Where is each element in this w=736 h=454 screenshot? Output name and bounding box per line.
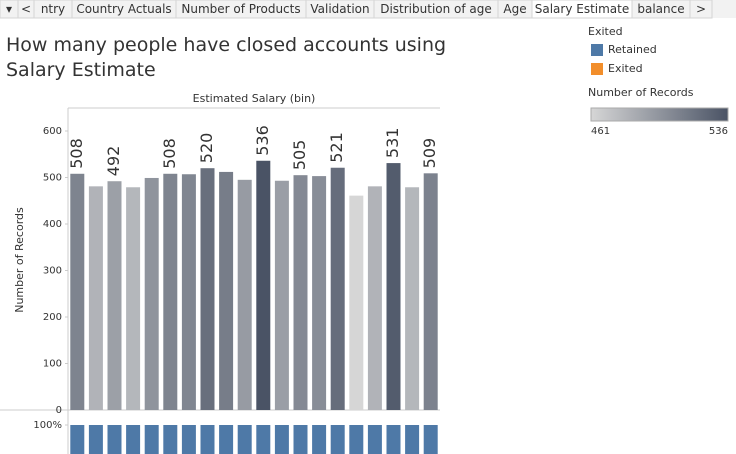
- bar: [200, 168, 215, 410]
- bar: [274, 180, 289, 410]
- y-tick-label: 400: [43, 219, 62, 230]
- pct-bar: [219, 425, 234, 454]
- tab-label[interactable]: >: [696, 2, 706, 16]
- value-label: 520: [197, 133, 216, 164]
- color-legend-title: Number of Records: [588, 86, 694, 99]
- bar: [256, 160, 271, 410]
- bar: [144, 177, 159, 410]
- legend-swatch: [591, 63, 603, 75]
- value-label: 531: [383, 128, 402, 159]
- pct-bar: [144, 425, 159, 454]
- tab-label[interactable]: Distribution of age: [380, 2, 492, 16]
- y-tick-label: 500: [43, 173, 62, 184]
- tab[interactable]: [689, 0, 713, 19]
- y-tick-label: 600: [43, 126, 62, 137]
- pct-bar: [405, 425, 420, 454]
- value-label: 505: [290, 140, 309, 171]
- bar: [163, 173, 178, 410]
- color-ramp: [590, 107, 729, 122]
- bar: [107, 181, 122, 410]
- chart: How many people have closed accounts usi…: [0, 25, 729, 454]
- value-label: 536: [253, 125, 272, 156]
- y-axis-label: Number of Records: [13, 207, 26, 313]
- pct-bar: [293, 425, 308, 454]
- bar: [70, 173, 85, 410]
- bar: [126, 187, 141, 410]
- bar: [181, 174, 196, 410]
- pct-bar: [274, 425, 289, 454]
- legend-title: Exited: [588, 25, 623, 38]
- pct-bar: [200, 425, 215, 454]
- legend-label: Exited: [608, 62, 643, 75]
- tab-label[interactable]: Salary Estimate: [535, 2, 630, 16]
- y-tick-label: 100: [43, 359, 62, 370]
- bar: [293, 175, 308, 410]
- bar: [88, 186, 103, 410]
- pct-bar: [330, 425, 345, 454]
- value-label: 492: [104, 146, 123, 177]
- pct-bar: [70, 425, 85, 454]
- bar: [219, 171, 234, 410]
- bar: [330, 167, 345, 410]
- pct-bar: [107, 425, 122, 454]
- legend-swatch: [591, 44, 603, 56]
- chart-title: How many people have closed accounts usi…: [6, 34, 446, 81]
- value-label: 508: [160, 138, 179, 169]
- y-tick-label: 0: [56, 405, 62, 416]
- value-label: 509: [420, 138, 439, 169]
- pct-bar: [312, 425, 327, 454]
- pct-bar: [88, 425, 103, 454]
- color-max: 536: [709, 126, 728, 137]
- tab-label[interactable]: Number of Products: [181, 2, 300, 16]
- tab-label[interactable]: ▾: [6, 2, 12, 16]
- value-label: 521: [327, 132, 346, 163]
- pct-bar: [126, 425, 141, 454]
- pct-bar: [349, 425, 364, 454]
- color-min: 461: [591, 126, 610, 137]
- legend-label: Retained: [608, 43, 657, 56]
- pct-bar: [237, 425, 252, 454]
- pct-tick-label: 100%: [33, 420, 62, 431]
- y-tick-label: 300: [43, 266, 62, 277]
- tab-label[interactable]: Age: [503, 2, 526, 16]
- pct-bar: [181, 425, 196, 454]
- pct-bar: [163, 425, 178, 454]
- pct-bar: [367, 425, 382, 454]
- bar: [423, 173, 438, 410]
- bar: [405, 187, 420, 410]
- tab-label[interactable]: ntry: [41, 2, 65, 16]
- y-tick-label: 200: [43, 312, 62, 323]
- pct-bar: [423, 425, 438, 454]
- bar: [349, 195, 364, 410]
- x-header: Estimated Salary (bin): [193, 92, 316, 105]
- tab-label[interactable]: <: [21, 2, 31, 16]
- bar: [386, 163, 401, 410]
- tabs: ▾ < ntry Country Actuals Number of Products V…: [0, 0, 713, 19]
- tab-label[interactable]: Country Actuals: [76, 2, 171, 16]
- bar: [237, 179, 252, 410]
- tab-label[interactable]: balance: [637, 2, 684, 16]
- tab-label[interactable]: Validation: [310, 2, 369, 16]
- pct-bar: [386, 425, 401, 454]
- value-label: 508: [67, 138, 86, 169]
- bar: [367, 186, 382, 410]
- pct-bar: [256, 425, 271, 454]
- bar: [312, 176, 327, 410]
